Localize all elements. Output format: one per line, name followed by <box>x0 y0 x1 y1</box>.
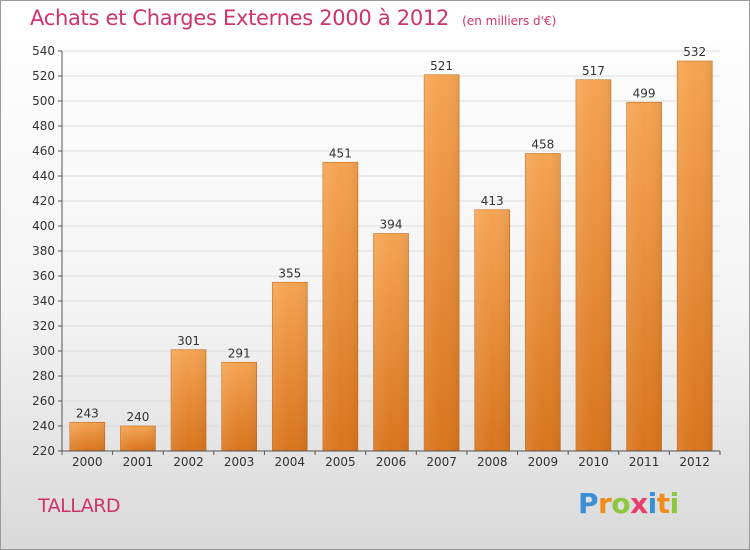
y-tick-label: 420 <box>32 194 55 208</box>
bar-value-label: 451 <box>329 146 352 160</box>
logo-letter: i <box>669 487 680 520</box>
proxiti-logo: Proxiti <box>578 487 679 520</box>
bar-value-label: 240 <box>126 410 149 424</box>
bar-shine <box>626 102 662 451</box>
y-tick-label: 440 <box>32 169 55 183</box>
y-tick-label: 360 <box>32 269 55 283</box>
bar-value-label: 394 <box>380 218 403 232</box>
x-tick-label: 2012 <box>679 455 710 469</box>
bar-value-label: 291 <box>228 346 251 360</box>
y-tick-label: 320 <box>32 319 55 333</box>
y-tick-label: 240 <box>32 419 55 433</box>
y-tick-label: 460 <box>32 144 55 158</box>
bar-value-label: 301 <box>177 334 200 348</box>
x-tick-label: 2005 <box>325 455 356 469</box>
bar-shine <box>272 282 308 451</box>
y-tick-label: 260 <box>32 394 55 408</box>
bar-value-label: 355 <box>278 266 301 280</box>
bar-value-label: 517 <box>582 64 605 78</box>
y-tick-label: 340 <box>32 294 55 308</box>
x-tick-label: 2004 <box>274 455 305 469</box>
x-tick-label: 2010 <box>578 455 609 469</box>
y-tick-label: 520 <box>32 69 55 83</box>
y-tick-label: 480 <box>32 119 55 133</box>
bar-value-label: 521 <box>430 59 453 73</box>
logo-letter: i <box>647 487 658 520</box>
bar-value-label: 532 <box>683 45 706 59</box>
bar-shine <box>677 61 713 451</box>
x-tick-label: 2009 <box>528 455 559 469</box>
y-tick-label: 500 <box>32 94 55 108</box>
x-tick-label: 2000 <box>72 455 103 469</box>
bar-shine <box>322 162 358 451</box>
chart-subtitle: (en milliers d'€) <box>462 14 557 28</box>
place-name: TALLARD <box>38 495 121 517</box>
y-tick-label: 400 <box>32 219 55 233</box>
logo-letter: t <box>656 487 670 520</box>
logo-letter: P <box>578 487 599 520</box>
y-tick-label: 220 <box>32 444 55 458</box>
logo-letter: x <box>630 487 648 520</box>
bar-shine <box>373 233 409 451</box>
chart-title: Achats et Charges Externes 2000 à 2012 <box>30 6 450 30</box>
bar-shine <box>120 426 156 451</box>
x-tick-label: 2011 <box>629 455 660 469</box>
x-tick-label: 2008 <box>477 455 508 469</box>
y-tick-label: 540 <box>32 44 55 58</box>
bar-shine <box>575 79 611 451</box>
y-tick-label: 380 <box>32 244 55 258</box>
x-tick-label: 2002 <box>173 455 204 469</box>
x-tick-label: 2007 <box>426 455 457 469</box>
logo-letter: r <box>598 487 612 520</box>
bar-value-label: 243 <box>76 406 99 420</box>
bar-shine <box>221 362 257 451</box>
x-tick-label: 2006 <box>376 455 407 469</box>
logo-letter: o <box>611 487 631 520</box>
bar-value-label: 499 <box>633 86 656 100</box>
bar-shine <box>69 422 105 451</box>
y-tick-label: 280 <box>32 369 55 383</box>
y-tick-label: 300 <box>32 344 55 358</box>
bar-shine <box>171 349 207 451</box>
chart-header: Achats et Charges Externes 2000 à 2012 (… <box>30 6 556 30</box>
x-tick-label: 2001 <box>123 455 154 469</box>
bar-shine <box>525 153 561 451</box>
bar-value-label: 458 <box>531 138 554 152</box>
x-tick-label: 2003 <box>224 455 255 469</box>
bar-value-label: 413 <box>481 194 504 208</box>
bar-shine <box>474 209 510 451</box>
bar-shine <box>424 74 460 451</box>
